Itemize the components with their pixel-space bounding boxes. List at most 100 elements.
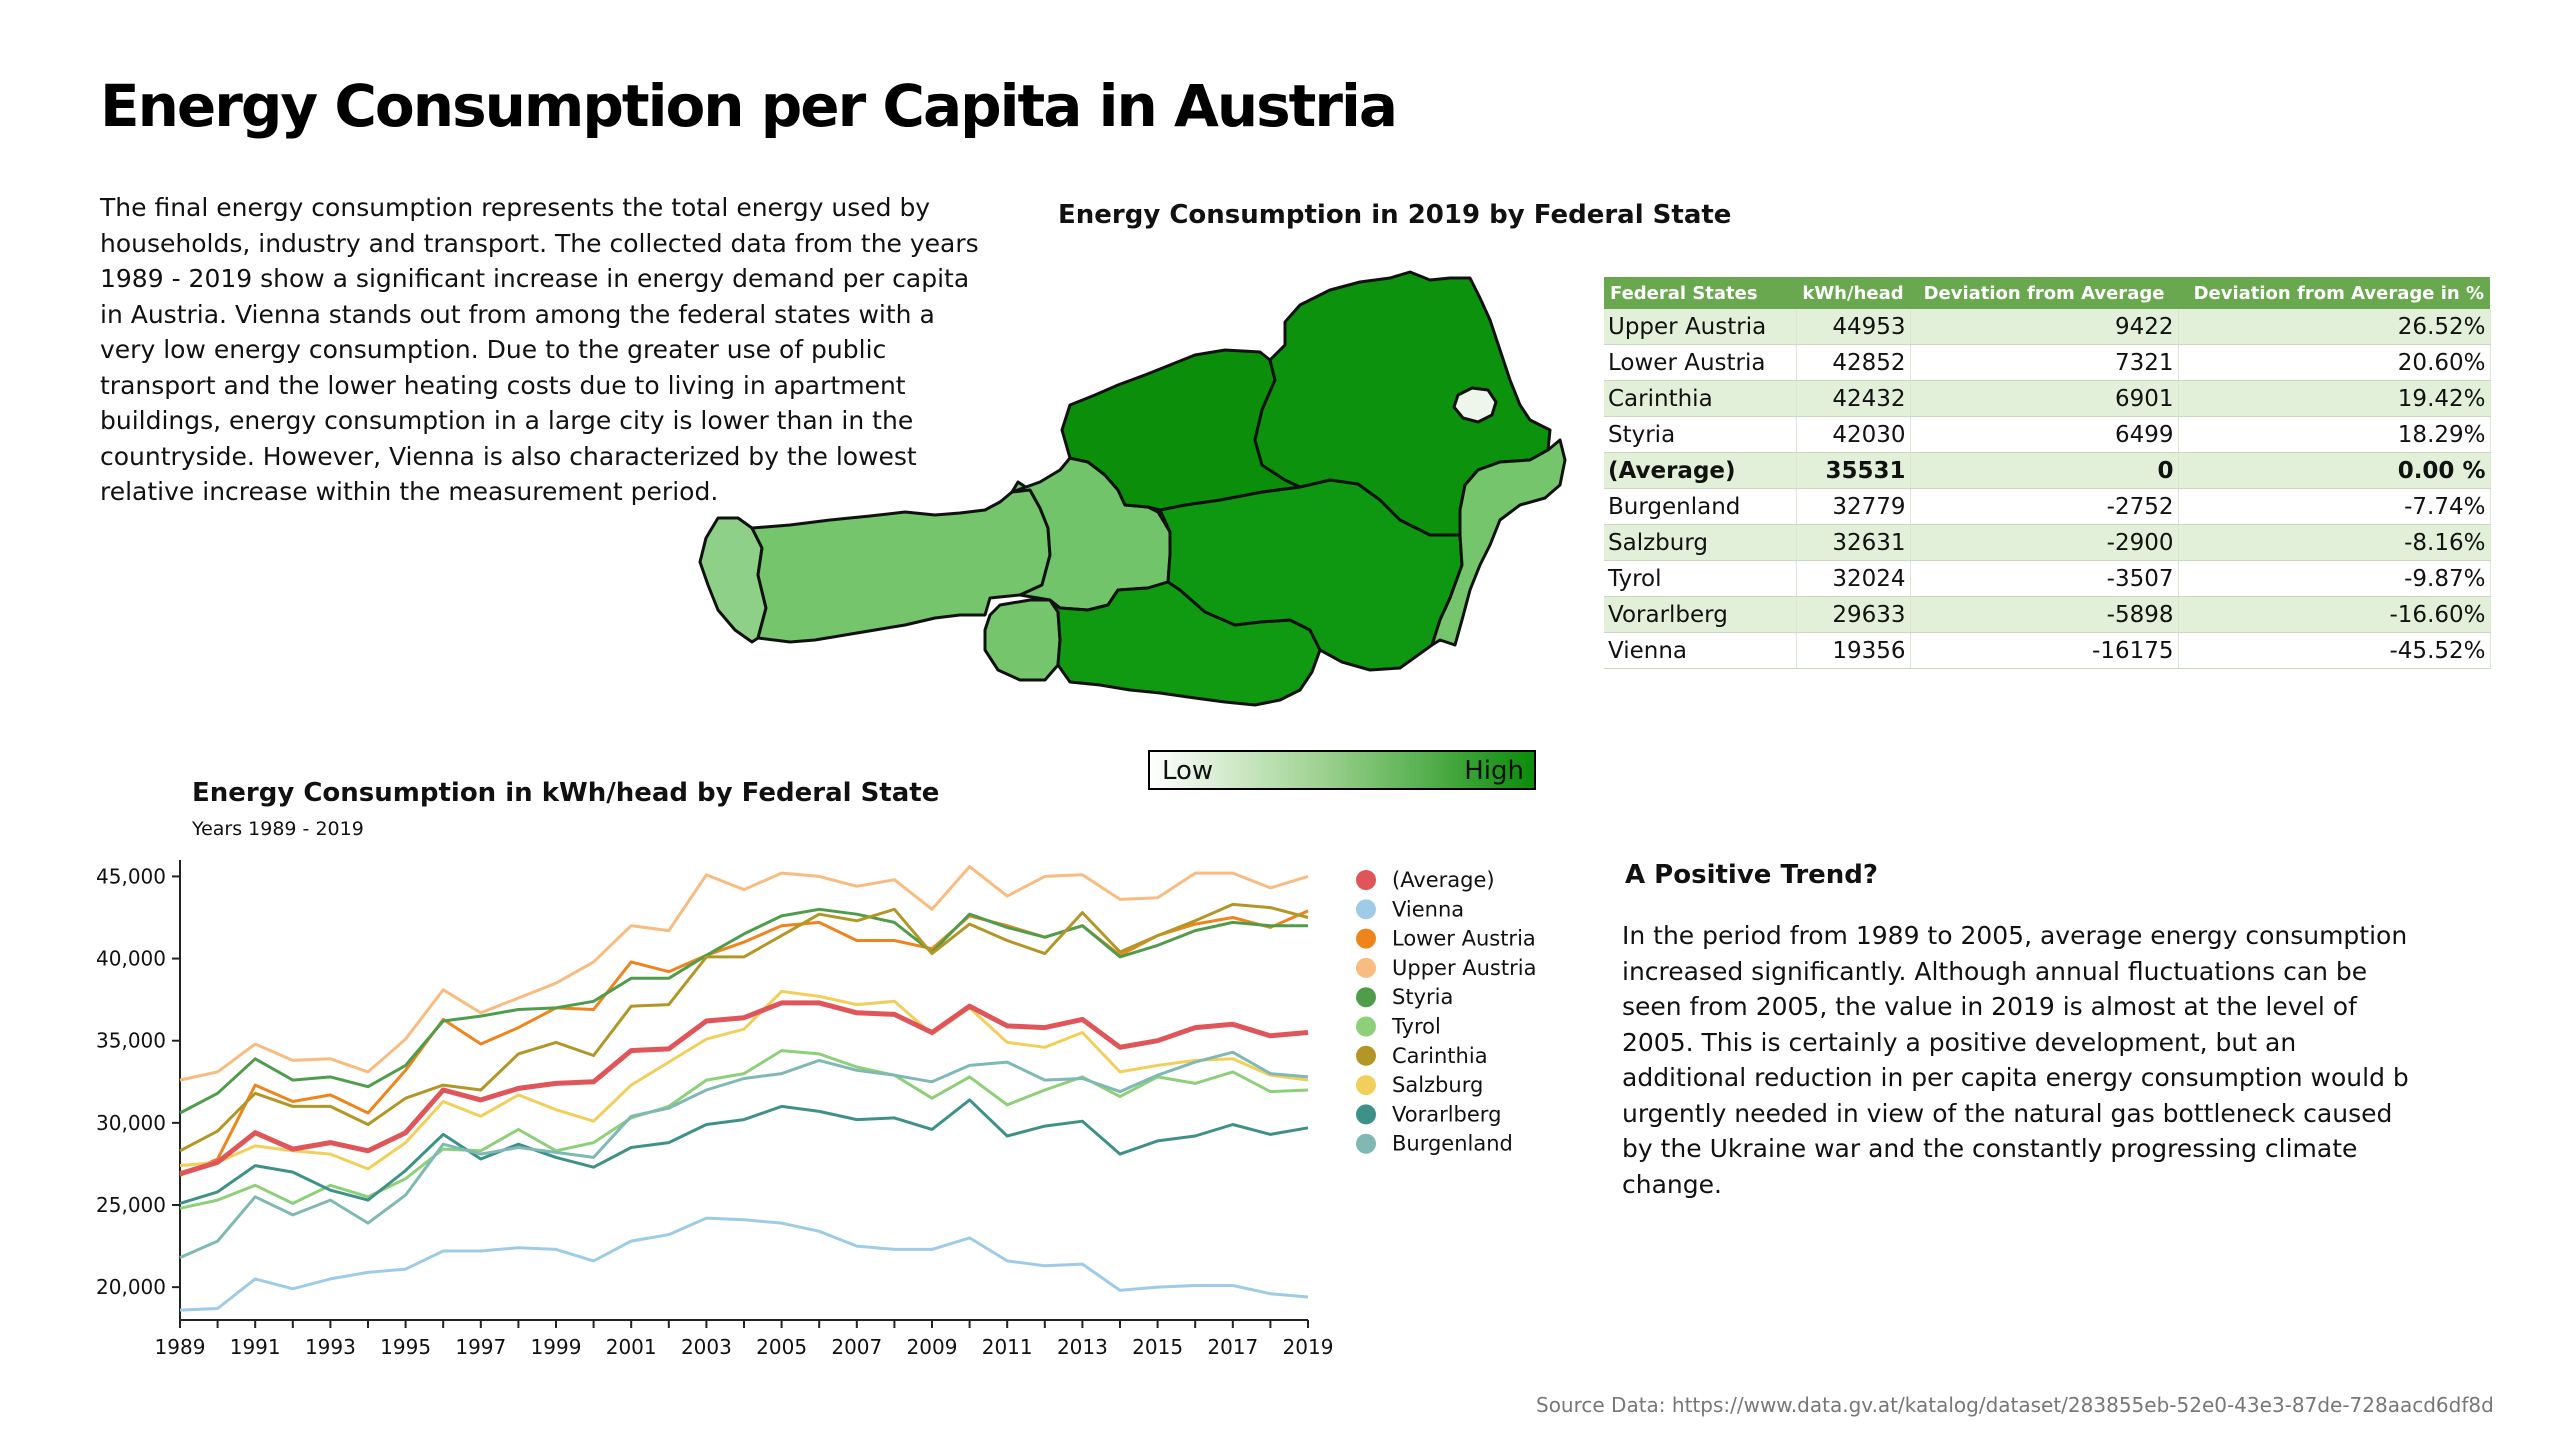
series-line-styria [179, 907, 1308, 1115]
legend-low-label: Low [1162, 756, 1214, 786]
table-cell-deviation-pct: -9.87% [2178, 560, 2491, 597]
legend-swatch [1356, 1045, 1376, 1066]
x-tick-label: 2007 [831, 1335, 882, 1359]
table-cell-kwh: 32779 [1796, 488, 1911, 525]
table-cell-kwh: 42030 [1796, 416, 1911, 453]
table-cell-kwh: 42852 [1796, 344, 1911, 381]
table-cell-state: Tyrol [1604, 560, 1797, 597]
x-tick-label: 1991 [230, 1335, 281, 1359]
table-cell-kwh: 32024 [1796, 560, 1911, 597]
source-note: Source Data: https://www.data.gv.at/kata… [1536, 1393, 2494, 1417]
legend-label: Styria [1392, 985, 1453, 1009]
series-line-average [179, 1000, 1309, 1177]
table-cell-deviation-pct: -7.74% [2178, 488, 2491, 525]
legend-swatch [1356, 899, 1376, 920]
legend-label: (Average) [1392, 868, 1495, 892]
x-tick-label: 2019 [1283, 1335, 1334, 1359]
x-tick-label: 1993 [305, 1335, 356, 1359]
table-cell-deviation: -5898 [1910, 596, 2179, 633]
map-color-legend: Low High [1148, 750, 1536, 790]
y-tick-label: 40,000 [96, 947, 166, 971]
table-cell-deviation: -3507 [1910, 560, 2179, 597]
table-row: Carinthia 42432 6901 19.42% [1604, 380, 2491, 417]
series-line-vorarlberg [179, 1098, 1309, 1205]
table-cell-state: Lower Austria [1604, 344, 1797, 381]
table-header-kwh: kWh/head [1796, 277, 1910, 309]
legend-label: Upper Austria [1392, 956, 1536, 980]
table-cell-deviation: -2900 [1910, 524, 2179, 561]
consumption-table: Federal States kWh/head Deviation from A… [1604, 277, 2491, 669]
series-line-vienna [179, 1216, 1309, 1312]
table-cell-deviation-pct: 19.42% [2178, 380, 2491, 417]
legend-label: Salzburg [1392, 1073, 1483, 1097]
y-tick-label: 25,000 [96, 1193, 166, 1217]
table-cell-state: Vienna [1604, 632, 1797, 669]
legend-label: Tyrol [1391, 1015, 1441, 1039]
legend-label: Lower Austria [1392, 927, 1536, 951]
line-chart-title: Energy Consumption in kWh/head by Federa… [192, 778, 940, 808]
table-cell-kwh: 35531 [1796, 452, 1911, 489]
table-cell-state: Carinthia [1604, 380, 1797, 417]
y-tick-label: 30,000 [96, 1111, 166, 1135]
map-state-vienna[interactable] [1452, 386, 1498, 424]
series-line-burgenland [179, 1050, 1309, 1259]
table-cell-kwh: 19356 [1796, 632, 1911, 669]
series-line-upper-austria [179, 865, 1309, 1082]
table-cell-state: (Average) [1604, 452, 1797, 489]
trend-title: A Positive Trend? [1625, 860, 1878, 890]
table-cell-deviation: 0 [1910, 452, 2179, 489]
table-header-deviation-pct: Deviation from Average in % [2178, 277, 2490, 309]
x-tick-label: 2011 [982, 1335, 1033, 1359]
series-line-tyrol [179, 1049, 1309, 1210]
legend-swatch [1356, 870, 1376, 890]
table-cell-state: Vorarlberg [1604, 596, 1797, 633]
table-cell-state: Upper Austria [1604, 309, 1797, 345]
table-cell-deviation-pct: 26.52% [2178, 309, 2491, 345]
table-header-row: Federal States kWh/head Deviation from A… [1604, 277, 2490, 309]
x-tick-label: 2017 [1207, 1335, 1258, 1359]
line-chart-subtitle: Years 1989 - 2019 [192, 818, 364, 840]
table-row: Salzburg 32631 -2900 -8.16% [1604, 524, 2491, 561]
table-row: Burgenland 32779 -2752 -7.74% [1604, 488, 2491, 525]
series-line-carinthia [179, 902, 1309, 1153]
table-cell-kwh: 29633 [1796, 596, 1911, 633]
y-tick-label: 35,000 [96, 1029, 166, 1053]
legend-label: Burgenland [1392, 1132, 1513, 1156]
table-cell-deviation-pct: -45.52% [2178, 632, 2491, 669]
table-cell-state: Salzburg [1604, 524, 1797, 561]
table-row: Styria 42030 6499 18.29% [1604, 416, 2491, 453]
table-cell-deviation: -2752 [1910, 488, 2179, 525]
table-cell-deviation: 7321 [1910, 344, 2179, 381]
legend-label: Vienna [1392, 897, 1464, 921]
map-state-carinthia[interactable] [1048, 580, 1322, 707]
x-tick-label: 1995 [380, 1335, 431, 1359]
table-row: Tyrol 32024 -3507 -9.87% [1604, 560, 2491, 597]
x-tick-label: 2013 [1057, 1335, 1108, 1359]
series-line-lower-austria [179, 909, 1309, 1177]
map-state-south-tyrol-gap [983, 598, 1062, 682]
x-tick-label: 2005 [756, 1335, 807, 1359]
table-cell-deviation-pct: -8.16% [2178, 524, 2491, 561]
table-cell-state: Styria [1604, 416, 1797, 453]
legend-swatch [1356, 957, 1376, 978]
x-tick-label: 1999 [531, 1335, 582, 1359]
x-tick-label: 2003 [681, 1335, 732, 1359]
trend-paragraph: In the period from 1989 to 2005, average… [1622, 921, 2409, 1199]
y-tick-label: 45,000 [96, 864, 166, 888]
y-tick-label: 20,000 [96, 1275, 166, 1299]
table-cell-deviation-pct: 0.00 % [2178, 452, 2491, 489]
map-state-burgenland[interactable] [1430, 438, 1567, 647]
legend-label: Vorarlberg [1392, 1102, 1501, 1126]
table-cell-deviation: 6901 [1910, 380, 2179, 417]
x-tick-label: 2009 [907, 1335, 958, 1359]
table-cell-deviation-pct: 18.29% [2178, 416, 2491, 453]
legend-swatch [1356, 928, 1376, 949]
legend-high-label: High [1464, 756, 1524, 786]
table-cell-kwh: 42432 [1796, 380, 1911, 417]
table-cell-deviation: -16175 [1910, 632, 2179, 669]
map-title: Energy Consumption in 2019 by Federal St… [1058, 200, 1732, 230]
legend-swatch [1356, 987, 1376, 1008]
legend-swatch [1356, 1016, 1376, 1037]
intro-paragraph: The final energy consumption represents … [100, 193, 979, 506]
